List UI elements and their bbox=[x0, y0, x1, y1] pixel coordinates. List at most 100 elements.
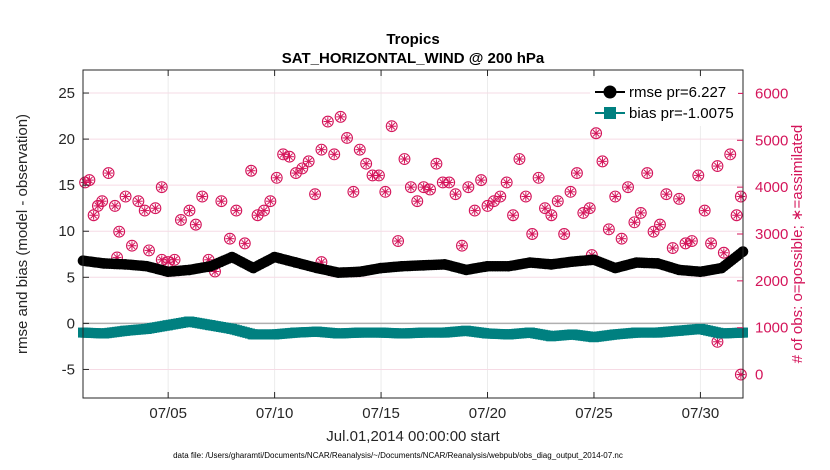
obs-possible-circle bbox=[91, 199, 104, 212]
y2-tick-label: 0 bbox=[755, 367, 763, 384]
obs-possible-point bbox=[138, 204, 151, 217]
asterisk-stroke bbox=[343, 134, 351, 142]
obs-possible-point bbox=[692, 169, 705, 182]
asterisk-stroke bbox=[656, 221, 664, 229]
obs-possible-circle bbox=[462, 181, 475, 194]
obs-possible-circle bbox=[443, 176, 456, 189]
obs-possible-point bbox=[341, 131, 353, 144]
y2-axis-label: # of obs: o=possible; ∗=assimilated bbox=[789, 125, 806, 364]
obs-possible-circle bbox=[270, 171, 283, 184]
y-tick-label: 0 bbox=[67, 315, 75, 332]
obs-possible-circle bbox=[96, 195, 109, 208]
obs-possible-circle bbox=[456, 239, 468, 252]
obs-possible-point bbox=[628, 216, 641, 229]
obs-possible-point bbox=[132, 195, 145, 208]
obs-possible-point bbox=[321, 115, 334, 128]
asterisk-stroke bbox=[630, 218, 638, 226]
obs-possible-circle bbox=[126, 239, 138, 252]
x-tick-label: 07/30 bbox=[682, 405, 720, 422]
asterisk-stroke bbox=[445, 178, 453, 186]
obs-possible-circle bbox=[258, 204, 270, 217]
obs-possible-circle bbox=[309, 188, 322, 201]
asterisk-stroke bbox=[694, 171, 702, 179]
asterisk-stroke bbox=[105, 169, 113, 177]
obs-possible-point bbox=[615, 232, 628, 245]
x-tick-label: 07/25 bbox=[575, 405, 613, 422]
obs-possible-circle bbox=[296, 162, 309, 175]
obs-possible-point bbox=[717, 246, 730, 259]
obs-possible-circle bbox=[500, 176, 513, 189]
obs-count-series bbox=[79, 110, 747, 381]
obs-possible-point bbox=[245, 164, 258, 177]
asterisk-stroke bbox=[241, 239, 249, 247]
asterisk-stroke bbox=[145, 246, 153, 254]
obs-possible-circle bbox=[583, 202, 596, 215]
obs-possible-point bbox=[424, 183, 436, 196]
obs-possible-circle bbox=[149, 202, 162, 215]
obs-possible-point bbox=[462, 181, 475, 194]
obs-possible-circle bbox=[223, 232, 236, 245]
obs-possible-circle bbox=[392, 235, 405, 247]
obs-possible-circle bbox=[328, 148, 341, 161]
obs-possible-point bbox=[196, 190, 209, 203]
asterisk-stroke bbox=[401, 155, 408, 163]
obs-possible-circle bbox=[679, 237, 692, 250]
obs-possible-circle bbox=[654, 218, 666, 231]
obs-possible-circle bbox=[634, 206, 647, 219]
asterisk-stroke bbox=[547, 211, 555, 219]
obs-possible-point bbox=[283, 150, 296, 163]
obs-possible-circle bbox=[513, 153, 526, 165]
obs-possible-circle bbox=[102, 167, 115, 180]
obs-possible-point bbox=[238, 237, 251, 250]
obs-possible-circle bbox=[347, 185, 360, 198]
obs-possible-circle bbox=[564, 185, 577, 198]
obs-possible-circle bbox=[532, 171, 545, 184]
obs-possible-point bbox=[609, 190, 622, 203]
asterisk-stroke bbox=[503, 178, 511, 186]
legend-rmse-label: rmse pr=6.227 bbox=[629, 84, 726, 101]
y2-tick-label: 1000 bbox=[755, 320, 788, 337]
obs-possible-point bbox=[372, 169, 385, 182]
asterisk-stroke bbox=[369, 171, 377, 179]
asterisk-stroke bbox=[554, 197, 562, 205]
obs-possible-point bbox=[564, 185, 577, 198]
asterisk-stroke bbox=[420, 183, 428, 191]
obs-possible-point bbox=[673, 192, 686, 205]
obs-possible-circle bbox=[698, 204, 711, 217]
obs-possible-circle bbox=[666, 242, 679, 255]
asterisk-stroke bbox=[726, 150, 734, 158]
asterisk-stroke bbox=[394, 237, 402, 245]
obs-possible-circle bbox=[647, 225, 660, 238]
asterisk-stroke bbox=[317, 146, 325, 154]
obs-possible-circle bbox=[590, 127, 603, 140]
asterisk-stroke bbox=[226, 235, 234, 243]
obs-possible-point bbox=[309, 188, 322, 201]
asterisk-stroke bbox=[192, 221, 200, 229]
obs-possible-circle bbox=[577, 206, 590, 219]
x-tick-label: 07/20 bbox=[469, 405, 507, 422]
asterisk-stroke bbox=[198, 193, 206, 200]
asterisk-stroke bbox=[407, 183, 415, 191]
obs-possible-circle bbox=[379, 185, 392, 198]
obs-possible-circle bbox=[155, 181, 168, 194]
obs-possible-point bbox=[730, 209, 743, 222]
obs-possible-point bbox=[551, 195, 564, 208]
asterisk-stroke bbox=[128, 242, 136, 250]
obs-possible-point bbox=[126, 239, 138, 252]
asterisk-stroke bbox=[279, 150, 287, 158]
obs-possible-circle bbox=[385, 120, 398, 133]
obs-possible-point bbox=[302, 155, 315, 168]
obs-possible-circle bbox=[734, 190, 747, 203]
chart-title: Tropics bbox=[386, 31, 439, 48]
obs-possible-point bbox=[545, 209, 558, 222]
obs-possible-circle bbox=[602, 223, 615, 236]
asterisk-stroke bbox=[458, 242, 466, 250]
obs-assimilated-point bbox=[155, 253, 168, 266]
obs-possible-point bbox=[385, 120, 398, 133]
obs-possible-circle bbox=[430, 157, 443, 170]
y2-axis-ticks: 0 1000 2000 3000 4000 5000 6000 bbox=[737, 85, 788, 384]
obs-possible-circle bbox=[417, 181, 430, 194]
asterisk-stroke bbox=[611, 193, 619, 200]
obs-possible-point bbox=[468, 204, 481, 217]
obs-possible-circle bbox=[609, 190, 622, 203]
